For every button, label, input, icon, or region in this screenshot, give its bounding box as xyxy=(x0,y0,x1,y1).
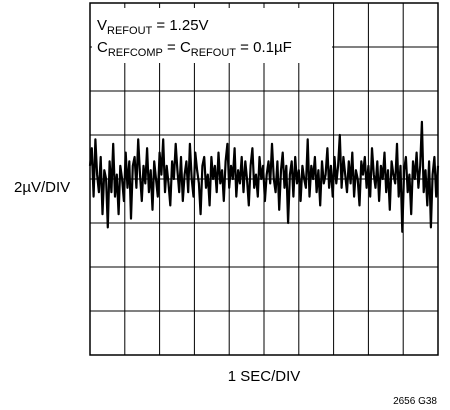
y-axis-label: 2µV/DIV xyxy=(14,179,70,196)
conditions-backdrop xyxy=(92,8,332,63)
noise-trace xyxy=(88,120,440,233)
x-axis-label: 1 SEC/DIV xyxy=(228,368,301,385)
condition-line-2: CREFCOMP = CREFOUT = 0.1µF xyxy=(97,39,292,59)
plot-frame xyxy=(89,2,439,356)
figure-id: 2656 G38 xyxy=(393,396,437,407)
condition-line-1: VREFOUT = 1.25V xyxy=(97,17,209,37)
